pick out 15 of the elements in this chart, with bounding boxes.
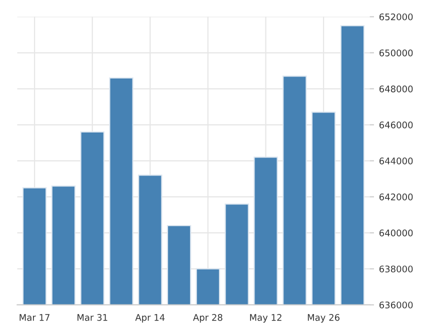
y-tick-label: 648000 — [379, 86, 413, 92]
x-tick-label: Mar 31 — [78, 314, 108, 321]
y-tick-label: 652000 — [379, 13, 413, 20]
x-tick-label: May 26 — [308, 314, 340, 323]
y-tick-label: 642000 — [379, 194, 413, 200]
x-tick-label: Apr 28 — [193, 314, 222, 323]
y-tick-label: 640000 — [379, 230, 413, 236]
y-tick-label: 646000 — [379, 122, 413, 128]
x-tick-label: Apr 14 — [135, 314, 165, 323]
x-tick-label: Mar 17 — [20, 314, 50, 321]
y-tick-label: 650000 — [379, 49, 413, 56]
x-tick-label: May 12 — [250, 314, 282, 323]
y-tick-label: 636000 — [379, 302, 413, 308]
y-tick-label: 638000 — [379, 266, 413, 272]
y-tick-label: 644000 — [379, 158, 413, 164]
